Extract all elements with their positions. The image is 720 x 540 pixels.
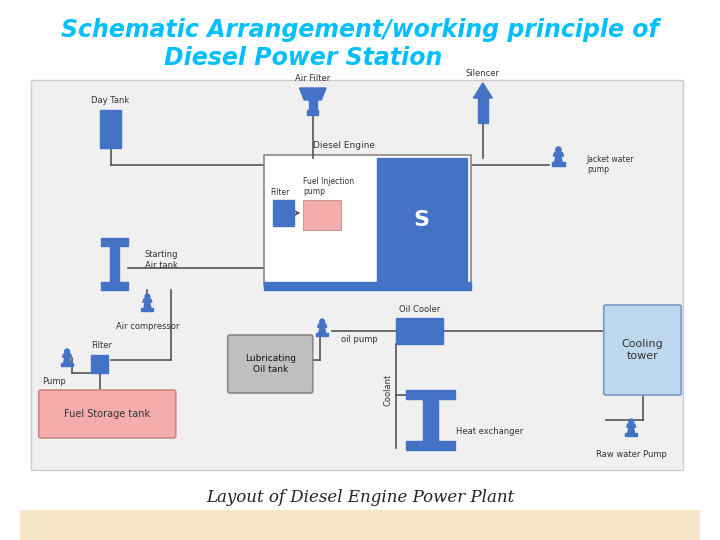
Bar <box>101 238 127 246</box>
Polygon shape <box>554 156 562 163</box>
Bar <box>273 200 294 226</box>
Text: Raw water Pump: Raw water Pump <box>595 450 667 459</box>
Circle shape <box>145 294 150 299</box>
Bar <box>377 158 467 282</box>
Bar <box>625 433 637 436</box>
FancyBboxPatch shape <box>39 390 176 438</box>
Text: Diesel Power Station: Diesel Power Station <box>164 46 443 70</box>
Text: Air compressor: Air compressor <box>116 322 179 331</box>
Bar <box>109 246 119 282</box>
Text: oil pump: oil pump <box>341 335 378 345</box>
Circle shape <box>65 349 70 354</box>
Circle shape <box>629 419 634 424</box>
Bar <box>309 100 317 110</box>
Text: Pump: Pump <box>42 377 66 386</box>
Polygon shape <box>473 83 492 98</box>
Polygon shape <box>143 299 152 302</box>
Text: Heat exchanger: Heat exchanger <box>456 428 523 436</box>
Text: Filter: Filter <box>91 341 112 350</box>
Text: Starting
Air tank: Starting Air tank <box>145 251 178 269</box>
Bar <box>423 399 438 441</box>
Text: Fuel Storage tank: Fuel Storage tank <box>64 409 150 419</box>
Polygon shape <box>63 357 71 363</box>
Bar <box>478 98 487 123</box>
FancyBboxPatch shape <box>228 335 312 393</box>
Polygon shape <box>319 327 325 333</box>
Text: Jacket water
pump: Jacket water pump <box>587 155 634 174</box>
Text: Lubricating
Oil tank: Lubricating Oil tank <box>245 354 296 374</box>
Polygon shape <box>144 302 150 308</box>
Polygon shape <box>628 427 634 433</box>
Bar <box>396 318 443 344</box>
Bar <box>141 308 153 310</box>
Text: Day Tank: Day Tank <box>91 96 130 105</box>
Bar <box>307 110 318 115</box>
Polygon shape <box>63 354 72 357</box>
Text: Fuel Injection
pump: Fuel Injection pump <box>303 177 354 196</box>
Text: Cooling
tower: Cooling tower <box>621 339 663 361</box>
Text: Diesel Engine: Diesel Engine <box>312 141 375 150</box>
Text: Silencer: Silencer <box>466 69 500 78</box>
Bar <box>406 390 456 399</box>
Text: Filter: Filter <box>270 188 289 197</box>
Polygon shape <box>553 152 564 156</box>
Text: Air Filter: Air Filter <box>295 74 330 83</box>
Text: Oil Cooler: Oil Cooler <box>399 305 440 314</box>
Polygon shape <box>626 424 636 427</box>
Bar <box>303 200 341 230</box>
Polygon shape <box>318 324 327 327</box>
Polygon shape <box>300 88 326 100</box>
Circle shape <box>320 319 325 324</box>
Text: Schematic Arrangement/working principle of: Schematic Arrangement/working principle … <box>61 18 659 42</box>
Circle shape <box>556 147 561 153</box>
Bar <box>552 163 565 166</box>
Bar <box>100 110 121 148</box>
Bar <box>61 363 73 366</box>
FancyBboxPatch shape <box>604 305 681 395</box>
Bar <box>264 282 472 290</box>
Bar <box>264 155 472 285</box>
Bar <box>316 333 328 335</box>
Bar <box>101 282 127 290</box>
Text: Layout of Diesel Engine Power Plant: Layout of Diesel Engine Power Plant <box>206 489 514 507</box>
Text: S: S <box>413 210 429 230</box>
Bar <box>31 80 683 470</box>
Bar <box>20 510 700 540</box>
Bar <box>406 441 456 450</box>
Bar <box>91 355 108 373</box>
Text: Coolant: Coolant <box>384 374 393 406</box>
